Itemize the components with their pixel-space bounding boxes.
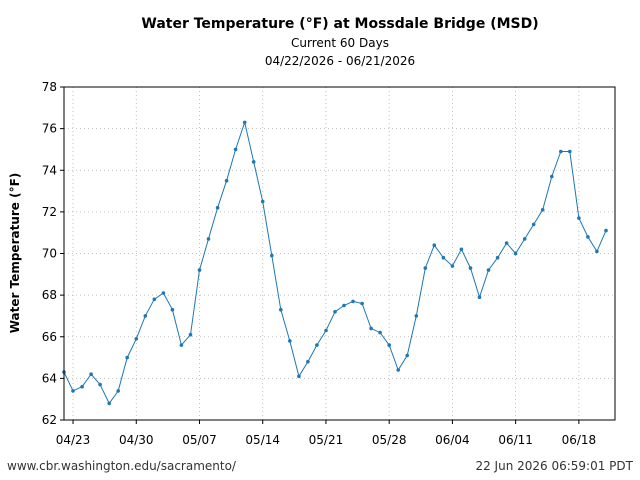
x-tick-label: 04/30 (119, 433, 154, 447)
data-point (432, 243, 437, 247)
data-point (586, 235, 590, 239)
y-tick-label: 62 (42, 413, 57, 427)
chart-title: Water Temperature (°F) at Mossdale Bridg… (141, 16, 538, 32)
data-point (414, 314, 419, 318)
data-point (378, 330, 382, 335)
y-tick-label: 70 (42, 247, 57, 261)
data-point (251, 160, 256, 164)
data-point (233, 147, 238, 152)
data-point (450, 264, 455, 268)
x-tick-label: 05/28 (372, 433, 407, 447)
data-point (495, 255, 500, 260)
data-point (333, 310, 337, 314)
chart-date-range: 04/22/2026 - 06/21/2026 (265, 54, 415, 68)
data-point (441, 255, 446, 260)
data-point (98, 382, 102, 387)
data-point (604, 228, 608, 233)
y-tick-label: 68 (42, 288, 57, 302)
data-point (568, 149, 572, 154)
gridlines (64, 87, 615, 420)
data-point (152, 297, 157, 302)
y-tick-label: 76 (42, 122, 57, 136)
data-point (595, 249, 599, 254)
x-tick-label: 05/14 (245, 433, 280, 447)
data-point (324, 328, 328, 333)
data-point (288, 339, 292, 343)
chart-subtitle: Current 60 Days (291, 36, 389, 50)
data-point (260, 199, 265, 204)
source-url-text[interactable]: www.cbr.washington.edu/sacramento/ (7, 459, 237, 473)
y-axis-ticks: 62 64 66 68 70 72 74 76 78 (42, 80, 64, 427)
source-link[interactable]: www.cbr.washington.edu/sacramento/ (7, 459, 237, 473)
data-point (242, 120, 247, 125)
y-tick-label: 66 (42, 330, 57, 344)
data-series (62, 120, 608, 406)
data-point (143, 314, 148, 318)
data-point (197, 268, 202, 272)
y-tick-label: 74 (42, 163, 57, 177)
data-point (486, 268, 491, 272)
timestamp-text: 22 Jun 2026 06:59:01 PDT (475, 459, 633, 473)
data-point (215, 205, 220, 210)
data-point (179, 343, 184, 347)
data-point (559, 149, 563, 154)
data-point (405, 353, 410, 358)
data-point (369, 326, 373, 331)
y-axis-label: Water Temperature (°F) (8, 173, 22, 334)
data-point (468, 266, 473, 270)
data-point (89, 372, 93, 377)
data-point (224, 178, 229, 183)
data-point (550, 174, 554, 179)
data-point (161, 291, 166, 295)
data-point (116, 389, 120, 393)
data-point (423, 266, 428, 270)
plot-frame (63, 86, 616, 421)
data-point (107, 401, 111, 406)
x-tick-label: 04/23 (56, 433, 91, 447)
data-point (188, 332, 193, 337)
x-tick-label: 05/07 (182, 433, 217, 447)
y-tick-label: 72 (42, 205, 57, 219)
data-point (342, 303, 346, 308)
data-point (360, 301, 364, 306)
data-point (351, 299, 355, 304)
data-point (170, 307, 175, 312)
data-point (477, 295, 482, 300)
data-point (459, 247, 464, 252)
data-point (387, 343, 392, 347)
x-tick-label: 06/04 (435, 433, 470, 447)
data-point (297, 374, 301, 379)
data-point (513, 251, 518, 256)
series-line (63, 120, 607, 405)
x-tick-label: 06/18 (562, 433, 597, 447)
data-point (71, 389, 75, 393)
data-point (306, 359, 310, 364)
data-point (504, 241, 509, 245)
y-tick-label: 78 (42, 80, 57, 94)
data-point (134, 337, 139, 341)
data-point (270, 253, 274, 258)
data-point (522, 237, 527, 241)
data-point (315, 343, 319, 347)
data-point (540, 208, 545, 212)
data-point (80, 384, 84, 389)
x-axis-ticks: 04/23 04/30 05/07 05/14 05/21 05/28 06/04 06/11… (56, 420, 596, 447)
x-tick-label: 06/11 (498, 433, 533, 447)
data-point (125, 355, 129, 360)
y-tick-label: 64 (42, 371, 57, 385)
data-point (396, 368, 401, 372)
data-point (206, 237, 211, 241)
data-point (531, 222, 536, 227)
x-tick-label: 05/21 (309, 433, 344, 447)
data-point (577, 216, 581, 220)
data-point (279, 307, 283, 312)
